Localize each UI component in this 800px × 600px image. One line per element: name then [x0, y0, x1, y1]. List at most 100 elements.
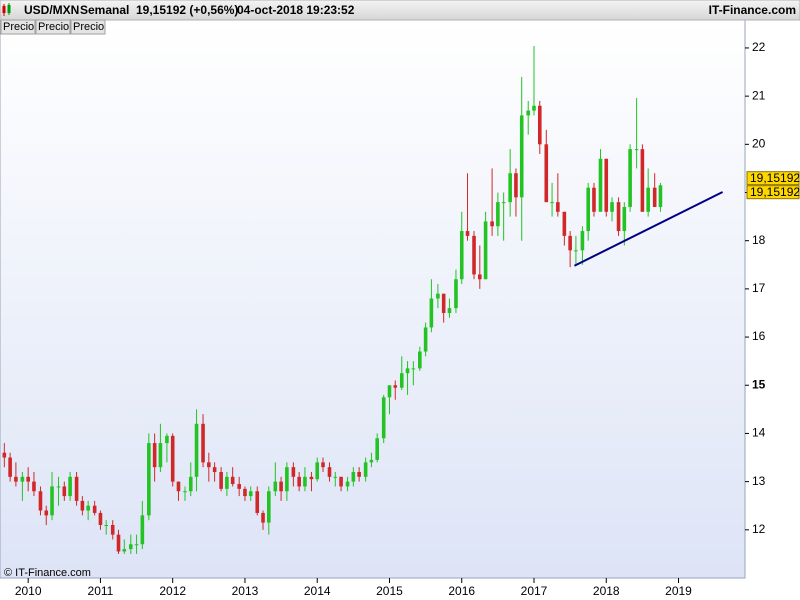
candle-body: [646, 187, 650, 212]
candle-body: [658, 185, 663, 207]
candle-body: [465, 231, 470, 236]
candle-body: [152, 443, 157, 468]
brand: IT-Finance.com: [709, 3, 796, 17]
candle-body: [556, 202, 560, 212]
candle-body: [357, 471, 361, 477]
candle-body: [514, 173, 518, 198]
candle-body: [183, 491, 187, 493]
price-box: [746, 185, 800, 200]
y-tick-label: 20: [752, 136, 766, 150]
candle-body: [580, 231, 585, 251]
candle-body: [586, 187, 590, 232]
candle-body: [104, 524, 109, 526]
candle-body: [526, 110, 531, 116]
symbol: USD/MXN: [24, 3, 79, 17]
candle-body: [550, 202, 554, 204]
candle-body: [537, 105, 542, 145]
y-tick-label: 12: [752, 522, 766, 536]
candle-body: [399, 373, 404, 388]
candle-body: [339, 476, 343, 487]
candle-body: [610, 202, 614, 212]
quote: 19,15192 (+0,56%): [136, 3, 238, 17]
tab: [0, 19, 36, 35]
y-tick-label: 13: [752, 474, 766, 488]
candle-body: [592, 187, 596, 212]
candle-body: [598, 158, 603, 212]
plot-area: [0, 19, 746, 579]
candle-body: [411, 368, 416, 370]
candle-body: [20, 476, 25, 482]
candle-body: [327, 467, 332, 477]
candle-body: [56, 486, 61, 488]
candle-body: [501, 202, 506, 204]
candle-body: [116, 534, 121, 552]
candle-body: [176, 481, 181, 492]
candle-body: [315, 462, 320, 480]
candle-body: [544, 144, 549, 203]
candle-body: [170, 435, 175, 482]
candle-body: [225, 476, 229, 489]
candle-body: [38, 491, 43, 511]
candle-body: [92, 505, 97, 513]
candle-body: [345, 481, 350, 487]
candle-body: [267, 491, 271, 523]
candle-body: [230, 476, 235, 485]
candle-body: [128, 544, 133, 550]
candle-body: [86, 505, 90, 511]
y-tick-label: 14: [752, 426, 766, 440]
candle-body: [532, 105, 536, 111]
header-bar: [0, 0, 800, 21]
candle-body: [62, 486, 67, 497]
candle-body: [381, 397, 386, 439]
x-tick-label: 2011: [88, 584, 114, 598]
candle-body: [454, 279, 458, 309]
candle-body: [50, 486, 54, 516]
x-tick-label: 2015: [376, 584, 403, 598]
candle-body: [604, 158, 609, 212]
tab-label: Precio: [73, 21, 104, 33]
candle-body: [405, 368, 410, 374]
candle-body: [74, 476, 79, 501]
candle-body: [478, 274, 482, 280]
candle-body: [640, 149, 645, 212]
candle-body: [303, 476, 307, 487]
price-label: 19,15192: [750, 171, 800, 185]
candle-body: [261, 512, 265, 523]
candle-body: [447, 308, 452, 313]
candle-body: [165, 435, 169, 444]
candle-body: [188, 476, 193, 492]
candle-body: [429, 298, 434, 328]
candle-body: [508, 173, 512, 203]
candle-body: [248, 491, 253, 497]
candle-body: [68, 476, 72, 497]
timestamp: 04-oct-2018 19:23:52: [237, 3, 355, 17]
candle-body: [423, 327, 428, 352]
candle-body: [32, 481, 36, 492]
candle-body: [483, 221, 488, 280]
candle-body: [628, 149, 632, 207]
y-tick-label: 17: [752, 281, 766, 295]
candle-body: [158, 443, 163, 468]
candle-body: [363, 462, 368, 477]
x-tick-label: 2016: [448, 584, 475, 598]
x-tick-label: 2018: [593, 584, 620, 598]
candle-body: [26, 476, 30, 482]
candle-body: [140, 515, 145, 545]
candle-body: [219, 471, 223, 489]
candle-body: [369, 459, 374, 463]
trendline: [574, 191, 724, 267]
candle-body: [418, 351, 422, 369]
candle-body: [622, 206, 627, 232]
tab-label: Precio: [3, 21, 34, 33]
candle-body: [212, 467, 217, 472]
candle-body: [321, 462, 325, 468]
price-box: [746, 171, 800, 186]
candle-body: [207, 462, 211, 468]
candle-body: [80, 500, 85, 511]
candle-body: [8, 457, 12, 477]
candle-body: [634, 149, 639, 151]
tab: [35, 19, 71, 35]
candle-body: [459, 231, 464, 280]
candle-body: [122, 549, 127, 552]
